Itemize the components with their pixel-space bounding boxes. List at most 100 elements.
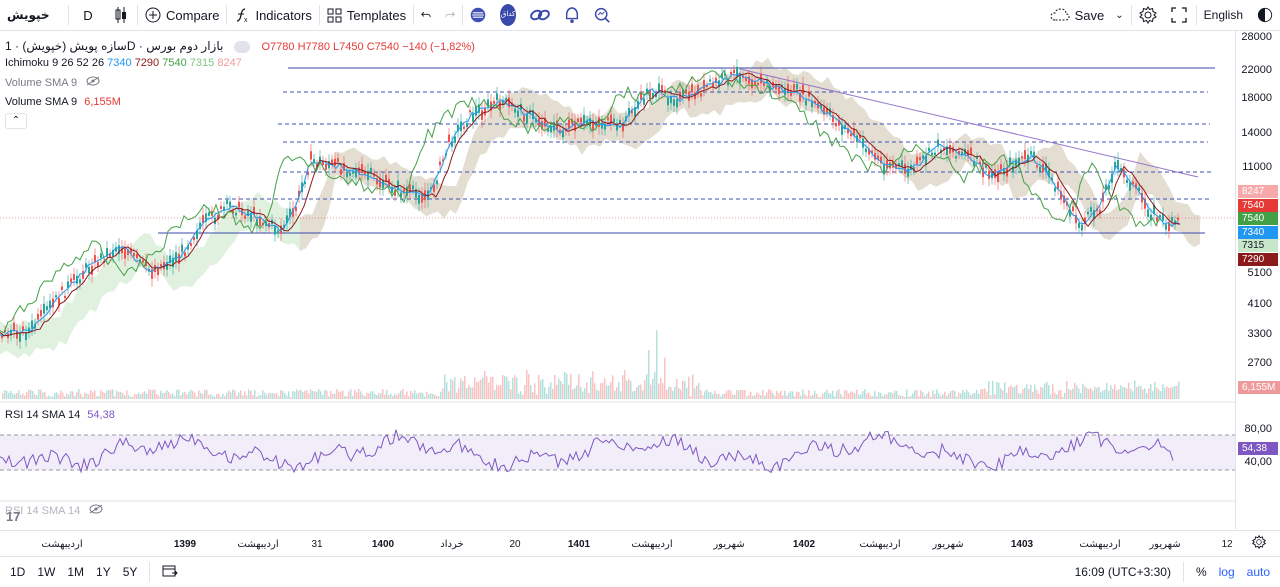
candle-body	[1138, 187, 1140, 192]
volume-bar	[114, 396, 116, 399]
volume-bar	[970, 395, 972, 399]
timezone-clock[interactable]: 16:09 (UTC+3:30)	[1074, 565, 1171, 579]
candle-body	[415, 189, 417, 198]
time-label: اردیبهشت	[631, 539, 673, 550]
candle-body	[502, 100, 504, 104]
legend-dash-button[interactable]	[234, 41, 251, 54]
codal-button[interactable]: کداق	[493, 0, 523, 31]
volume-bar	[98, 395, 100, 399]
templates-button[interactable]: Templates	[320, 0, 413, 31]
volume-bar	[1068, 389, 1070, 399]
volume-bar	[846, 390, 848, 399]
search-analysis-button[interactable]	[587, 0, 617, 31]
candle-body	[850, 133, 852, 137]
save-button[interactable]: Save ⌄	[1043, 0, 1131, 31]
candle-body	[223, 206, 225, 211]
time-label: 20	[509, 539, 521, 550]
candle-body	[925, 155, 927, 166]
chart-type-button[interactable]	[107, 0, 137, 31]
volume-bar	[1138, 385, 1140, 399]
axis-settings-button[interactable]	[1251, 534, 1268, 551]
compare-button[interactable]: Compare	[138, 0, 226, 31]
fullscreen-button[interactable]	[1164, 0, 1196, 31]
candle-body	[967, 150, 969, 156]
senkou-a-tag: 7315	[1238, 239, 1278, 252]
volume-bar	[404, 395, 406, 399]
time-axis[interactable]: اردیبهشت 1399 اردیبهشت 31 1400 خرداد 20 …	[0, 530, 1280, 556]
volume-label: Volume SMA 9	[5, 96, 78, 108]
auto-toggle[interactable]: auto	[1246, 565, 1270, 579]
volume-bar	[584, 388, 586, 399]
volume-bar	[376, 395, 378, 399]
redo-button[interactable]	[438, 0, 462, 31]
settings-button[interactable]	[1132, 0, 1164, 31]
volume-bar	[690, 396, 692, 399]
collapse-legend-button[interactable]: ⌃	[5, 113, 27, 129]
volume-bar	[810, 395, 812, 399]
candle-body	[1147, 209, 1149, 217]
candle-body	[745, 77, 747, 82]
ichimoku-legend[interactable]: Ichimoku 9 26 52 26 7340 7290 7540 7315 …	[5, 57, 242, 69]
eye-off-icon[interactable]	[89, 504, 103, 514]
volume-bar	[368, 393, 370, 399]
volume-bar	[612, 375, 614, 399]
volume-bar	[778, 393, 780, 399]
bell-icon	[566, 7, 579, 23]
price-chart-canvas[interactable]	[0, 31, 1235, 529]
range-1m[interactable]: 1M	[67, 565, 85, 579]
indicators-button[interactable]: x Indicators	[227, 0, 318, 31]
link-button[interactable]	[523, 0, 557, 31]
date-range-button[interactable]	[156, 564, 184, 581]
volume-bar	[162, 392, 164, 399]
exchange-logo-button[interactable]	[463, 0, 493, 31]
candle-body	[640, 91, 642, 100]
symbol-search[interactable]: خپویش	[7, 8, 50, 22]
rsi2-legend-hidden[interactable]: RSI 14 SMA 14	[5, 504, 103, 517]
volume-bar	[106, 390, 108, 399]
volume-bar	[568, 384, 570, 399]
log-toggle[interactable]: log	[1218, 565, 1235, 579]
volume-legend[interactable]: Volume SMA 9 6,155M	[5, 96, 121, 108]
percent-toggle[interactable]: %	[1195, 565, 1207, 579]
alert-button[interactable]	[557, 0, 587, 31]
candle-body	[142, 260, 144, 263]
volume-bar	[958, 392, 960, 399]
interval-button[interactable]: D	[83, 7, 93, 23]
range-1y[interactable]: 1Y	[96, 565, 111, 579]
volume-bar	[1040, 386, 1042, 399]
range-5y[interactable]: 5Y	[122, 565, 138, 579]
undo-button[interactable]	[414, 0, 438, 31]
rsi-legend[interactable]: RSI 14 SMA 14 54,38	[5, 409, 115, 421]
candle-body	[235, 212, 237, 216]
eye-off-icon[interactable]	[86, 76, 100, 86]
candle-body	[1039, 166, 1041, 172]
volume-bar	[696, 385, 698, 399]
volume-bar	[450, 378, 452, 399]
volume-bar	[770, 390, 772, 399]
volume-bar	[326, 390, 328, 399]
volume-bar	[306, 390, 308, 399]
time-label: شهریور	[932, 539, 964, 550]
volume-bar	[938, 393, 940, 399]
volume-bar	[1152, 391, 1154, 399]
theme-toggle[interactable]	[1250, 0, 1280, 31]
range-1d[interactable]: 1D	[10, 565, 26, 579]
volume-bar	[720, 396, 722, 399]
volume-bar	[900, 395, 902, 399]
volume-bar	[1172, 387, 1174, 399]
candle-body	[1078, 223, 1080, 228]
volume-bar	[382, 389, 384, 399]
volume-legend-hidden[interactable]: Volume SMA 9	[5, 76, 100, 89]
price-axis[interactable]: 28000 22000 18000 14000 11000 5100 4100 …	[1235, 31, 1280, 529]
candle-body	[589, 118, 591, 127]
volume-bar	[844, 390, 846, 399]
chart-pane[interactable]: سازه پویش (خپویش) · 1D · بازار دوم بورس …	[0, 31, 1235, 529]
gear-icon	[1251, 534, 1267, 550]
range-1w[interactable]: 1W	[37, 565, 56, 579]
volume-bar	[1074, 382, 1076, 399]
volume-bar	[1140, 386, 1142, 399]
volume-bar	[488, 382, 490, 399]
language-button[interactable]: English	[1203, 8, 1243, 22]
volume-bar	[714, 390, 716, 399]
candle-body	[451, 141, 453, 147]
